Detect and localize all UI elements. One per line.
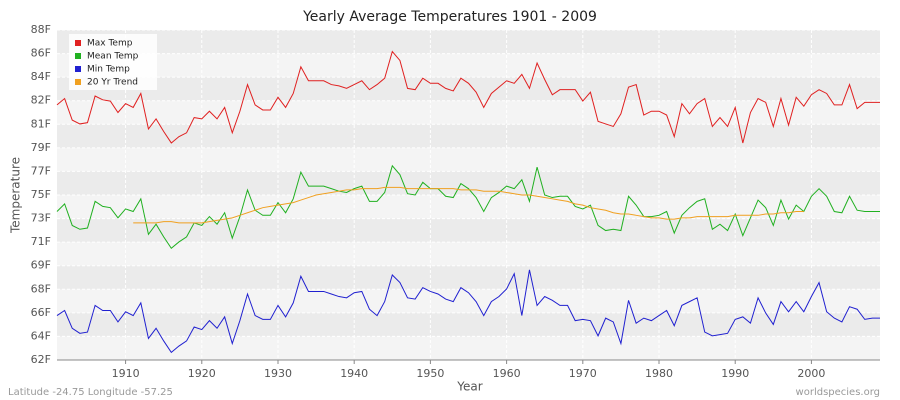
y-tick-label: 81F bbox=[31, 117, 51, 130]
y-tick-label: 64F bbox=[31, 329, 51, 342]
series-line bbox=[133, 186, 804, 224]
grid-band bbox=[57, 218, 880, 243]
x-tick-label: 1990 bbox=[721, 367, 749, 380]
grid-band bbox=[57, 265, 880, 290]
grid-band bbox=[57, 171, 880, 195]
grid-band bbox=[57, 312, 880, 337]
y-tick-label: 82F bbox=[31, 94, 51, 107]
y-tick-label: 79F bbox=[31, 141, 51, 154]
y-tick-label: 88F bbox=[31, 23, 51, 36]
legend-swatch bbox=[75, 40, 81, 46]
y-tick-label: 75F bbox=[31, 188, 51, 201]
grid-band bbox=[57, 77, 880, 101]
x-tick-label: 1920 bbox=[188, 367, 216, 380]
y-tick-label: 69F bbox=[31, 259, 51, 272]
legend-label: Max Temp bbox=[87, 39, 133, 49]
y-tick-label: 84F bbox=[31, 70, 51, 83]
x-tick-label: 1910 bbox=[112, 367, 140, 380]
series-line bbox=[56, 269, 880, 354]
legend-swatch bbox=[75, 66, 81, 72]
x-tick-label: 1940 bbox=[340, 367, 368, 380]
legend-swatch bbox=[75, 53, 81, 59]
legend-label: Mean Temp bbox=[87, 52, 139, 62]
footer-location: Latitude -24.75 Longitude -57.25 bbox=[8, 387, 173, 398]
y-tick-label: 86F bbox=[31, 47, 51, 60]
x-tick-label: 1960 bbox=[493, 367, 521, 380]
x-axis-label: Year bbox=[456, 380, 482, 394]
y-tick-label: 77F bbox=[31, 164, 51, 177]
chart-title: Yearly Average Temperatures 1901 - 2009 bbox=[302, 9, 597, 25]
x-tick-label: 1950 bbox=[416, 367, 444, 380]
footer-source: worldspecies.org bbox=[796, 387, 880, 398]
x-tick-label: 1930 bbox=[264, 367, 292, 380]
legend-box bbox=[69, 34, 157, 90]
legend-swatch bbox=[75, 79, 81, 85]
legend-label: Min Temp bbox=[87, 65, 130, 75]
x-tick-label: 2000 bbox=[797, 367, 825, 380]
grid-band bbox=[57, 30, 880, 54]
y-tick-label: 73F bbox=[31, 212, 51, 225]
y-tick-label: 66F bbox=[31, 306, 51, 319]
y-axis-label: Temperature bbox=[9, 157, 23, 234]
legend-label: 20 Yr Trend bbox=[87, 78, 138, 88]
series-line bbox=[56, 50, 880, 144]
grid-band bbox=[57, 124, 880, 148]
y-tick-label: 68F bbox=[31, 282, 51, 295]
y-tick-label: 71F bbox=[31, 235, 51, 248]
y-tick-label: 62F bbox=[31, 353, 51, 366]
x-tick-label: 1970 bbox=[569, 367, 597, 380]
x-tick-label: 1980 bbox=[645, 367, 673, 380]
